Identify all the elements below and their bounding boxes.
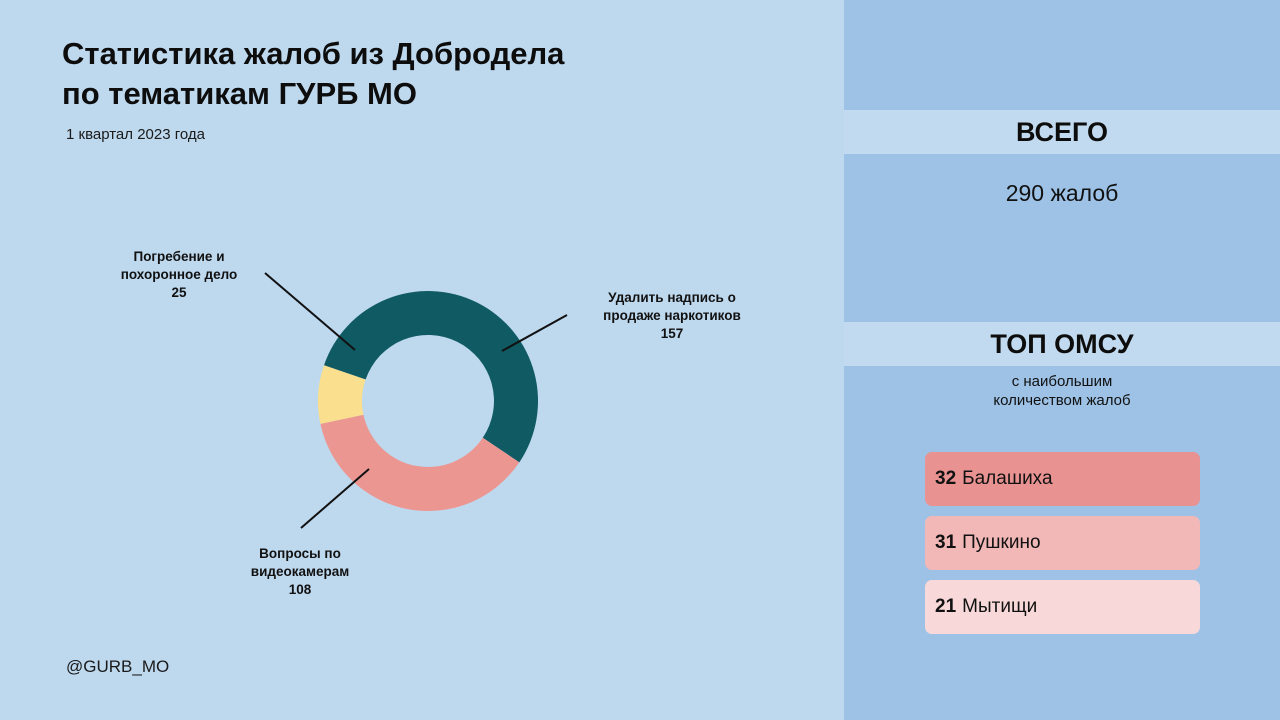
top-item-1: 32 Балашиха: [925, 452, 1200, 506]
donut-chart: [264, 272, 568, 529]
donut-slice-burial: [317, 365, 366, 424]
leader-line-drugs: [501, 314, 568, 352]
subtitle: 1 квартал 2023 года: [66, 126, 205, 143]
top-item-3: 21 Мытищи: [925, 580, 1200, 634]
slice-label-drugs-line2: продаже наркотиков: [603, 308, 741, 323]
slice-label-burial: Погребение и похоронное дело 25: [79, 248, 279, 302]
top-subtitle-line2: количеством жалоб: [993, 392, 1131, 409]
top-item-3-count: 21: [935, 596, 957, 617]
top-heading: ТОП ОМСУ: [844, 322, 1280, 366]
top-item-3-name: Мытищи: [962, 596, 1038, 617]
slice-label-drugs-line1: Удалить надпись о: [608, 290, 736, 305]
slice-label-drugs: Удалить надпись о продаже наркотиков 157: [572, 289, 772, 343]
top-item-1-name: Балашиха: [962, 468, 1053, 489]
slice-label-cameras-line2: видеокамерам: [250, 564, 350, 579]
total-value: 290 жалоб: [1005, 180, 1119, 206]
slice-value-cameras: 108: [288, 582, 312, 597]
top-item-2-count: 31: [935, 532, 957, 553]
slice-value-burial: 25: [171, 285, 187, 300]
slice-label-burial-line1: Погребение и: [133, 249, 225, 264]
social-handle: @GURB_MO: [66, 657, 170, 676]
slice-label-cameras: Вопросы по видеокамерам 108: [200, 545, 400, 599]
title-line-1: Статистика жалоб из Добродела: [62, 36, 565, 71]
leader-lines: [264, 272, 568, 529]
donut-slice-drugs: [323, 291, 538, 463]
summary-panel: ВСЕГО 290 жалоб ТОП ОМСУ с наибольшим ко…: [844, 0, 1280, 720]
top-subtitle-line1: с наибольшим: [1011, 373, 1113, 390]
page-title: Статистика жалоб из Добродела по тематик…: [62, 34, 762, 114]
leader-line-burial: [264, 272, 356, 351]
top-item-1-count: 32: [935, 468, 957, 489]
total-heading: ВСЕГО: [844, 110, 1280, 154]
donut-slice-cameras: [320, 414, 520, 511]
slice-value-drugs: 157: [660, 326, 684, 341]
top-item-2-name: Пушкино: [962, 532, 1041, 553]
top-subtitle: с наибольшим количеством жалоб: [844, 372, 1280, 410]
top-item-2: 31 Пушкино: [925, 516, 1200, 570]
donut-slices: [317, 291, 538, 511]
title-line-2: по тематикам ГУРБ МО: [62, 76, 417, 111]
leader-line-cameras: [300, 468, 370, 529]
slice-label-cameras-line1: Вопросы по: [259, 546, 341, 561]
slice-label-burial-line2: похоронное дело: [120, 267, 238, 282]
